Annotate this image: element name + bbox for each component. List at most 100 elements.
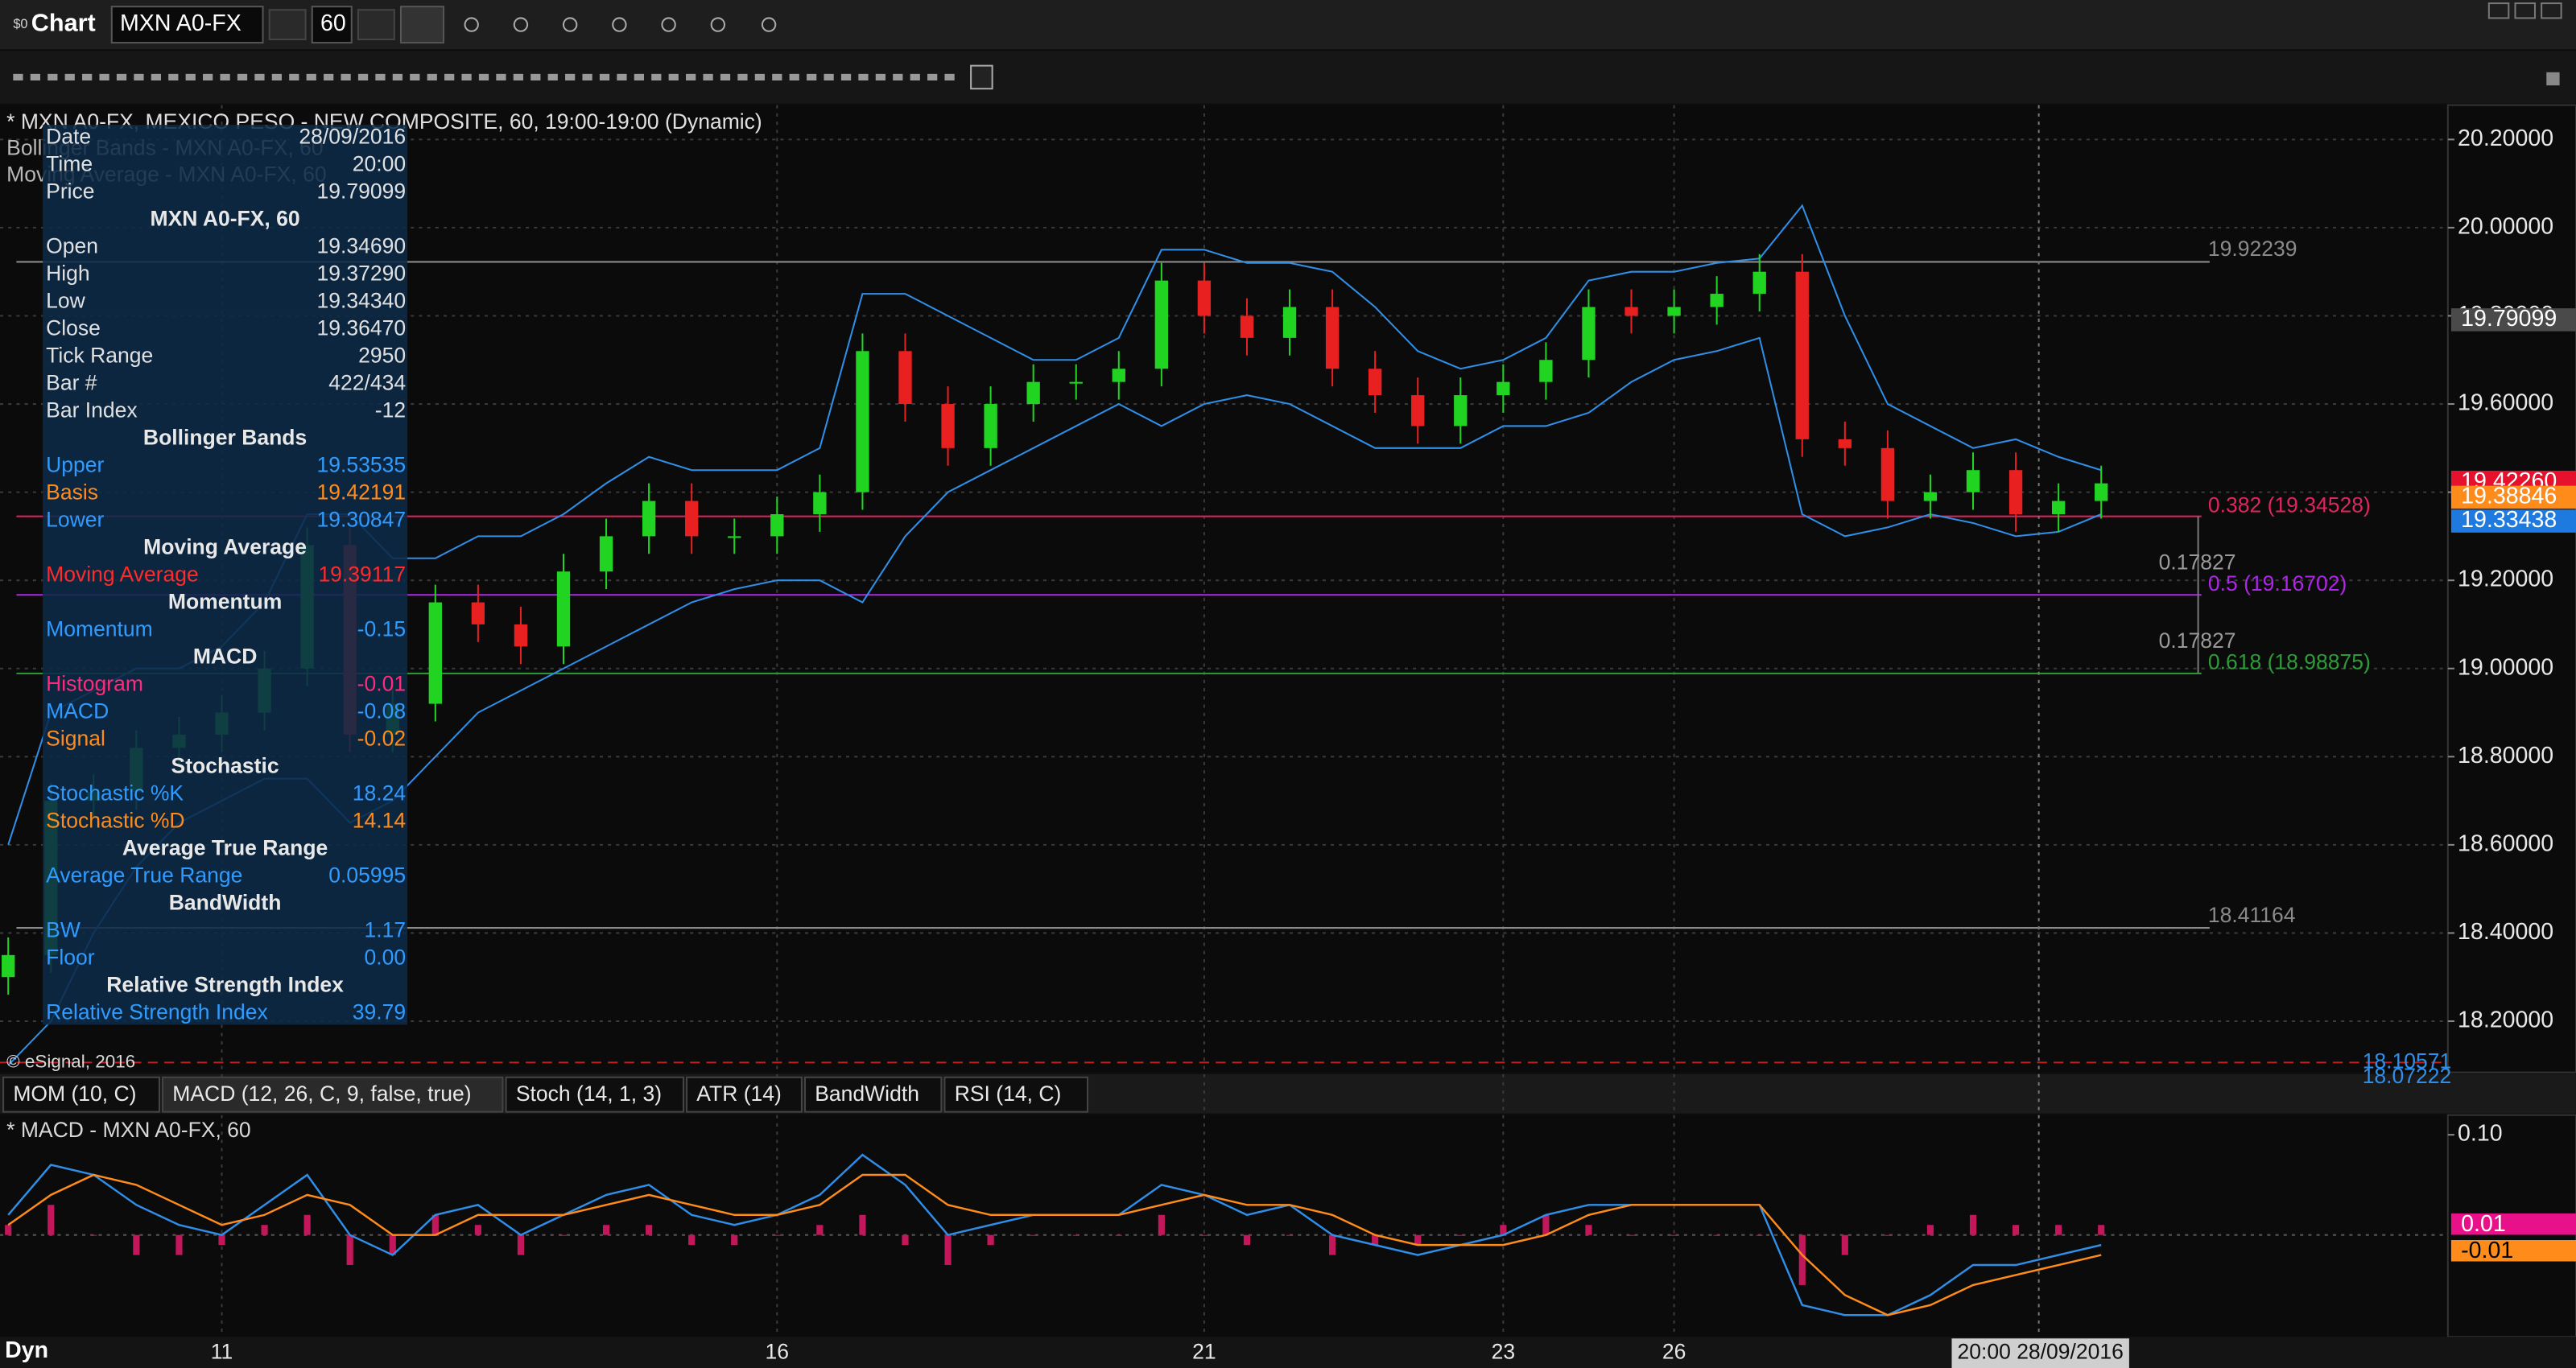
tab[interactable] bbox=[686, 1076, 803, 1113]
histogram-bar bbox=[303, 1214, 311, 1235]
histogram-bar bbox=[474, 1225, 481, 1235]
toolbar-icon[interactable] bbox=[710, 17, 726, 32]
drawing-tool[interactable] bbox=[686, 73, 696, 80]
drawing-tool[interactable] bbox=[547, 73, 558, 80]
interval-box[interactable] bbox=[311, 6, 353, 44]
drawing-tool[interactable] bbox=[478, 73, 489, 80]
symbol[interactable]: MXN A0-FX bbox=[120, 10, 242, 36]
drawing-tool[interactable] bbox=[271, 73, 282, 80]
drawing-tool[interactable] bbox=[341, 73, 351, 80]
drawing-tool[interactable] bbox=[220, 73, 230, 80]
tab-label[interactable]: ATR (14) bbox=[696, 1082, 782, 1106]
button[interactable] bbox=[357, 9, 395, 40]
drawing-tool[interactable] bbox=[634, 73, 644, 80]
drawing-tool[interactable] bbox=[703, 73, 713, 80]
tab[interactable] bbox=[803, 1076, 943, 1113]
candle-body bbox=[1325, 307, 1340, 369]
drawing-tool[interactable] bbox=[357, 73, 369, 80]
tab-label[interactable]: BandWidth bbox=[815, 1082, 919, 1106]
panel-toggle[interactable] bbox=[2546, 72, 2560, 86]
histogram-bar bbox=[1329, 1234, 1336, 1255]
drawing-tool[interactable] bbox=[289, 73, 299, 80]
drawing-tool[interactable] bbox=[496, 73, 506, 80]
drawing-tool[interactable] bbox=[720, 73, 731, 80]
histogram-bar bbox=[47, 1205, 55, 1235]
maximize[interactable] bbox=[2514, 2, 2537, 19]
drawing-tool[interactable] bbox=[306, 73, 316, 80]
drawing-tool[interactable] bbox=[13, 73, 23, 80]
toolbar-icon[interactable] bbox=[513, 17, 529, 32]
tab-label[interactable]: Stoch (14, 1, 3) bbox=[516, 1082, 662, 1106]
mode[interactable]: Dyn bbox=[5, 1337, 48, 1363]
drawing-tool[interactable] bbox=[203, 73, 213, 80]
field-value: 2950 bbox=[358, 343, 406, 367]
button[interactable] bbox=[399, 6, 445, 44]
drawing-tool[interactable] bbox=[461, 73, 472, 80]
candle-body bbox=[685, 501, 699, 537]
drawing-tool[interactable] bbox=[651, 73, 662, 80]
candle-body bbox=[1966, 470, 1980, 492]
drawing-tool[interactable] bbox=[840, 73, 852, 80]
drawing-tool[interactable] bbox=[134, 73, 144, 80]
tab[interactable] bbox=[505, 1076, 684, 1113]
close[interactable] bbox=[2541, 2, 2562, 19]
tab-label[interactable]: MACD (12, 26, C, 9, false, true) bbox=[172, 1082, 471, 1106]
drawing-tool[interactable] bbox=[893, 73, 903, 80]
drawing-tool[interactable] bbox=[116, 73, 127, 80]
drawing-tool[interactable] bbox=[565, 73, 576, 80]
drawing-tool[interactable] bbox=[668, 73, 679, 80]
symbol-box[interactable] bbox=[110, 6, 264, 44]
drawing-tool[interactable] bbox=[617, 73, 627, 80]
tab[interactable] bbox=[2, 1076, 160, 1113]
drawing-tool[interactable] bbox=[392, 73, 402, 80]
drawing-tool[interactable] bbox=[427, 73, 437, 80]
drawing-tool[interactable] bbox=[99, 73, 109, 80]
drawing-tool[interactable] bbox=[858, 73, 869, 80]
section-header: Stochastic bbox=[171, 753, 279, 777]
drawing-tool[interactable] bbox=[185, 73, 196, 80]
toolbar-icon[interactable] bbox=[562, 17, 578, 32]
field-label: Average True Range bbox=[46, 863, 242, 887]
toolbar-icon[interactable] bbox=[661, 17, 676, 32]
drawing-tool[interactable] bbox=[237, 73, 248, 80]
drawing-tool[interactable] bbox=[151, 73, 161, 80]
drawing-tool[interactable] bbox=[47, 73, 58, 80]
drawing-tool[interactable] bbox=[254, 73, 265, 80]
drawing-tool[interactable] bbox=[30, 73, 40, 80]
drawing-tool[interactable] bbox=[875, 73, 886, 80]
drawing-tool[interactable] bbox=[582, 73, 592, 80]
drawing-tool[interactable] bbox=[927, 73, 938, 80]
field-label: Low bbox=[46, 288, 85, 312]
interval[interactable]: 60 bbox=[320, 10, 346, 36]
toolbar-icon[interactable] bbox=[464, 17, 479, 32]
toolbar-icon[interactable] bbox=[761, 17, 777, 32]
drawing-tool[interactable] bbox=[410, 73, 420, 80]
drawing-tool[interactable] bbox=[375, 73, 386, 80]
drawing-tool[interactable] bbox=[444, 73, 455, 80]
drawing-tool[interactable] bbox=[513, 73, 523, 80]
drawing-tool[interactable] bbox=[772, 73, 782, 80]
drawing-tool[interactable] bbox=[789, 73, 799, 80]
button[interactable] bbox=[268, 9, 307, 40]
drawing-tool[interactable] bbox=[754, 73, 765, 80]
tab[interactable] bbox=[943, 1076, 1089, 1113]
drawing-tool[interactable] bbox=[530, 73, 541, 80]
tool-button[interactable] bbox=[970, 64, 993, 90]
drawing-tool[interactable] bbox=[910, 73, 920, 80]
minimize[interactable] bbox=[2487, 2, 2510, 19]
drawing-tool[interactable] bbox=[168, 73, 179, 80]
tab[interactable] bbox=[162, 1076, 504, 1113]
tab-label[interactable]: RSI (14, C) bbox=[955, 1082, 1062, 1106]
drawing-tool[interactable] bbox=[324, 73, 334, 80]
drawing-tool[interactable] bbox=[599, 73, 610, 80]
field-label: Floor bbox=[46, 945, 95, 969]
drawing-tool[interactable] bbox=[824, 73, 834, 80]
drawing-tool[interactable] bbox=[82, 73, 93, 80]
drawing-tool[interactable] bbox=[944, 73, 955, 80]
drawing-tool[interactable] bbox=[737, 73, 748, 80]
tab-label[interactable]: MOM (10, C) bbox=[13, 1082, 136, 1106]
histogram-bar bbox=[2055, 1225, 2062, 1235]
toolbar-icon[interactable] bbox=[612, 17, 627, 32]
drawing-tool[interactable] bbox=[64, 73, 75, 80]
drawing-tool[interactable] bbox=[807, 73, 817, 80]
